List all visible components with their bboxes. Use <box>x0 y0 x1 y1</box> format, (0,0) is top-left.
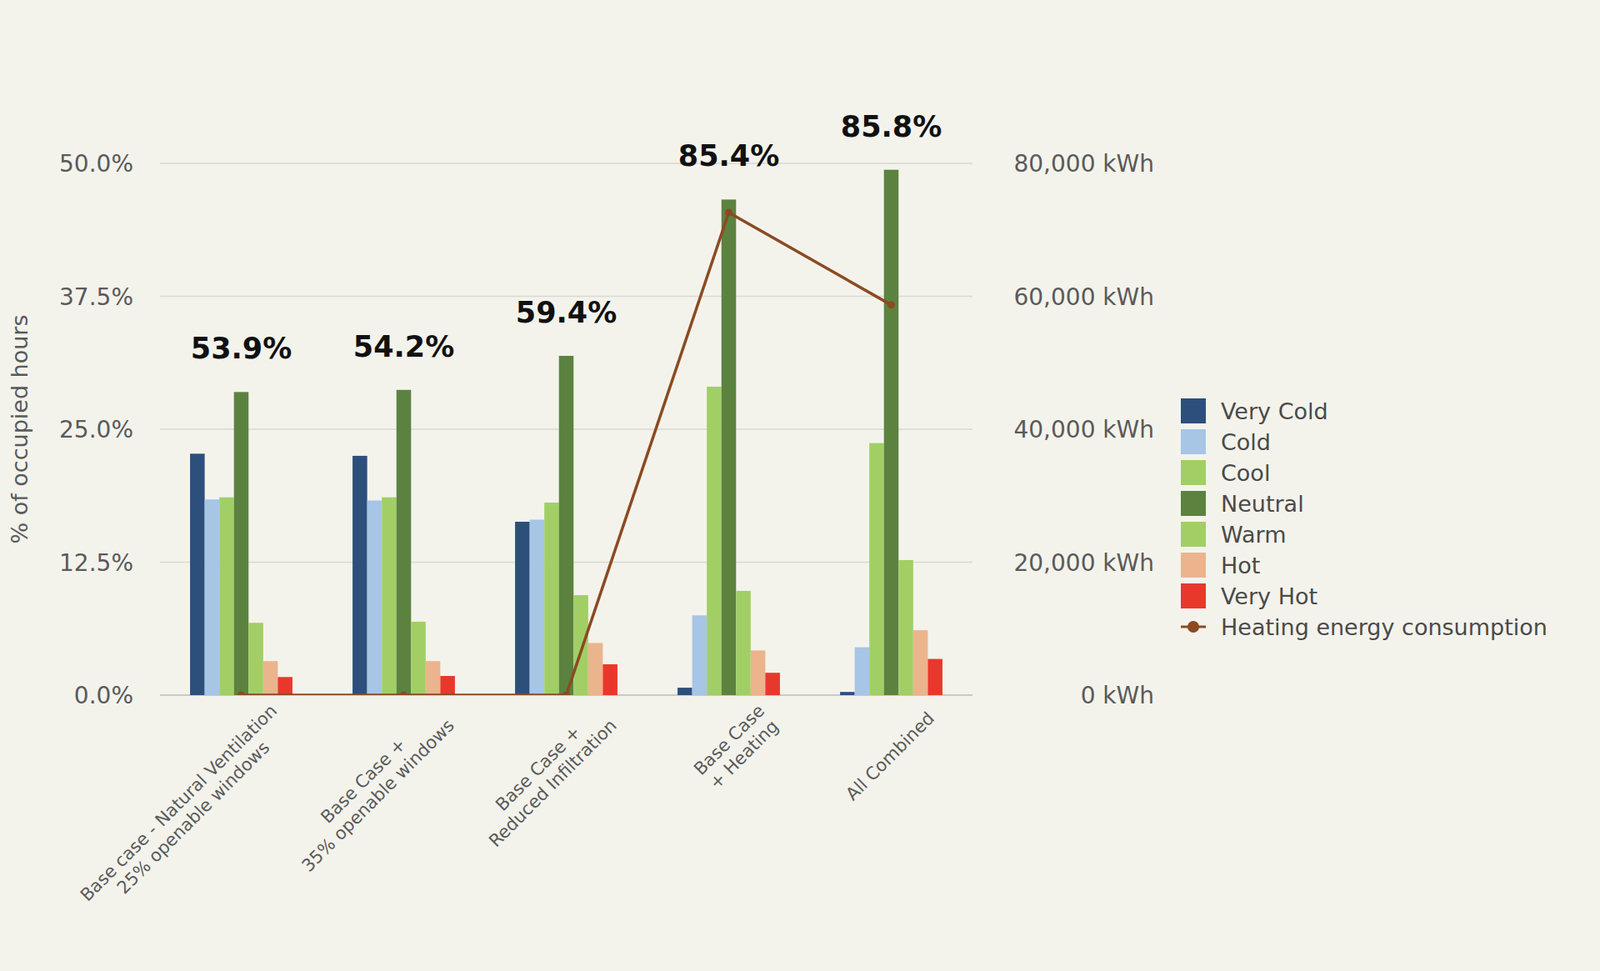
x-tick-label-line: + Heating <box>705 715 783 793</box>
bar <box>263 660 279 695</box>
y-tick-label: 25.0% <box>59 415 134 444</box>
bar <box>559 355 575 695</box>
legend-label: Hot <box>1220 552 1260 579</box>
x-tick-label-group: Base Case+ Heating <box>690 700 784 795</box>
line-marker <box>725 209 733 217</box>
line-marker <box>887 300 895 309</box>
annotation: 53.9% <box>190 331 292 365</box>
x-tick-label-line: Base case - Natural Ventilation <box>76 700 281 905</box>
bar <box>869 443 885 695</box>
bar <box>765 672 780 695</box>
bar <box>677 687 693 695</box>
annotation: 85.8% <box>840 110 942 144</box>
bar <box>840 691 855 695</box>
annotation: 59.4% <box>515 295 617 330</box>
bar <box>692 615 708 695</box>
y-axis-label: % of occupied hours <box>6 314 33 544</box>
legend-label: Heating energy consumption <box>1220 614 1548 640</box>
chart: 0.0% 12.5% 25.0% 37.5% 50.0% 0 kWh 20,000 kWh 4… <box>0 0 1600 971</box>
background <box>0 0 1600 971</box>
bar <box>381 497 397 695</box>
y-tick-label: 0.0% <box>74 681 134 710</box>
bar <box>573 595 589 695</box>
bar <box>735 590 751 695</box>
bar <box>277 676 293 695</box>
x-tick-label: Base Case +Reduced Infiltration <box>470 700 620 851</box>
bar <box>205 499 220 695</box>
x-tick-label: Base Case +35% openable windows <box>283 700 459 876</box>
y2-tick-label: 40,000 kWh <box>1013 415 1155 444</box>
plot-area <box>190 170 943 695</box>
bar <box>913 630 929 695</box>
bar <box>927 659 943 695</box>
grid-line <box>160 162 973 165</box>
bar <box>190 453 205 695</box>
y2-tick-label: 60,000 kWh <box>1013 283 1155 311</box>
legend-swatch <box>1180 490 1206 516</box>
bar <box>396 390 412 695</box>
bar <box>367 500 383 695</box>
y2-tick-label: 20,000 kWh <box>1013 549 1155 577</box>
y-tick-label: 50.0% <box>59 150 134 178</box>
line-marker <box>237 691 245 696</box>
legend-swatch <box>1180 552 1206 578</box>
legend-swatch <box>1180 583 1206 609</box>
x-tick-label-line: 25% openable windows <box>113 737 274 898</box>
y2-tick-label: 0 kWh <box>1080 681 1155 710</box>
bar <box>440 675 455 695</box>
legend-swatch <box>1187 620 1200 633</box>
legend-label: Cold <box>1220 429 1271 455</box>
bar <box>855 647 870 695</box>
bar <box>219 497 235 695</box>
bar <box>248 622 264 695</box>
y-tick-label: 12.5% <box>59 549 134 577</box>
x-tick-label-group: Base Case +Reduced Infiltration <box>470 700 620 851</box>
x-tick-label: All Combined <box>841 708 939 805</box>
line-marker <box>400 691 408 696</box>
y2-tick-label: 80,000 kWh <box>1013 150 1155 178</box>
bar <box>425 660 441 695</box>
x-tick-label: Base case - Natural Ventilation25% opena… <box>76 700 296 920</box>
line <box>241 212 892 695</box>
bar <box>721 199 737 695</box>
bar <box>706 386 722 695</box>
bar <box>750 650 766 695</box>
annotation: 85.4% <box>678 139 780 173</box>
x-tick-label-group: Base case - Natural Ventilation25% opena… <box>76 700 296 920</box>
bar <box>515 521 530 695</box>
bar <box>234 391 250 695</box>
legend-swatch <box>1180 521 1206 547</box>
y-tick-label: 37.5% <box>59 283 134 311</box>
bar <box>352 455 368 695</box>
legend-label: Very Hot <box>1220 583 1318 610</box>
x-tick-label: Base Case+ Heating <box>690 700 784 795</box>
legend-swatch <box>1180 460 1206 485</box>
bar <box>544 502 560 695</box>
line-marker <box>562 691 570 696</box>
legend-label: Warm <box>1220 521 1286 548</box>
x-tick-label-group: Base Case +35% openable windows <box>283 700 459 876</box>
annotation: 54.2% <box>353 330 455 364</box>
bar <box>588 642 604 695</box>
legend-label: Neutral <box>1220 490 1305 517</box>
x-tick-label-line: 35% openable windows <box>297 715 458 875</box>
legend-swatch <box>1180 429 1206 455</box>
bar <box>410 621 426 695</box>
bar <box>602 664 618 695</box>
legend-swatch <box>1180 398 1206 424</box>
legend-label: Very Cold <box>1220 398 1329 425</box>
x-tick-label-group: All Combined <box>841 708 939 805</box>
x-tick-label-line: All Combined <box>841 708 939 805</box>
bar <box>884 170 900 695</box>
x-tick-label-line: Reduced Infiltration <box>485 715 621 851</box>
legend-label: Cool <box>1220 460 1270 486</box>
bar <box>898 560 914 695</box>
bar <box>530 519 545 695</box>
